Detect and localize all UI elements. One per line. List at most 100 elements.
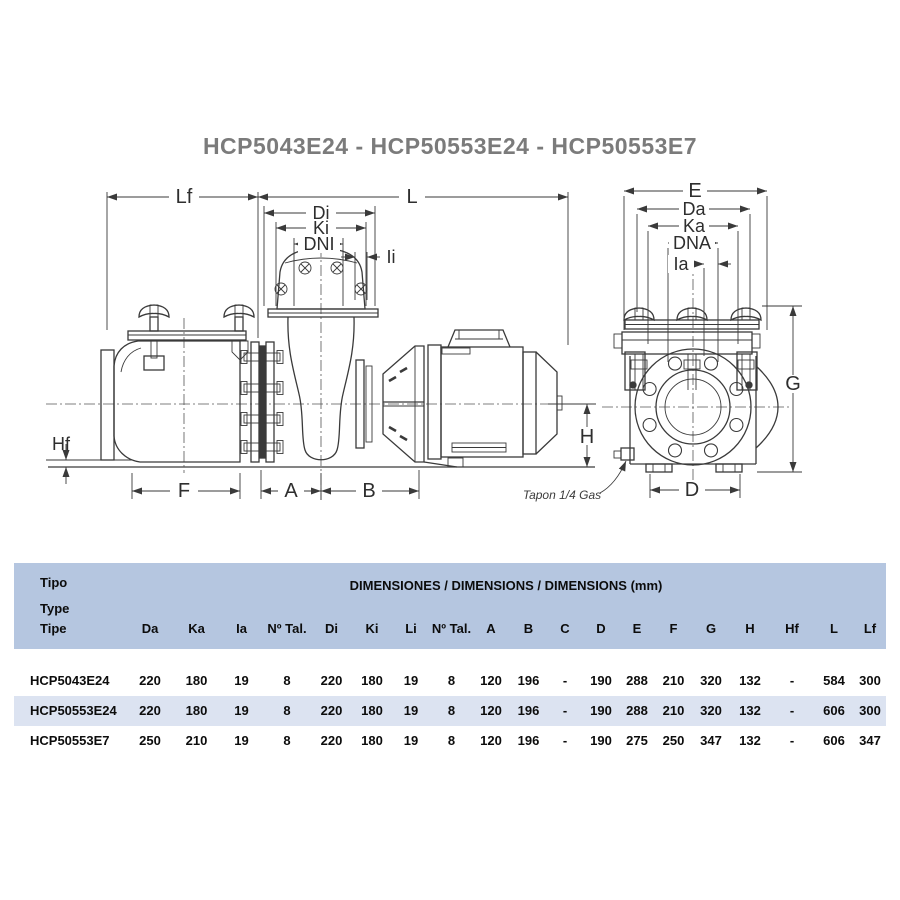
dim-label-dna: DNA bbox=[673, 233, 711, 253]
dimension-value: 210 bbox=[662, 703, 685, 718]
dim-label-lf: Lf bbox=[176, 186, 193, 208]
table-header: Tipo Type DIMENSIONES / DIMENSIONS / DIM… bbox=[14, 563, 886, 649]
column-header: Ka bbox=[188, 621, 205, 636]
dimension-value: 584 bbox=[823, 673, 845, 688]
left-side-view bbox=[46, 246, 596, 500]
dim-label-da: Da bbox=[682, 199, 706, 219]
column-header: Lf bbox=[863, 621, 877, 636]
dimension-value: 347 bbox=[700, 733, 722, 748]
column-header-row: Tipe Da Ka Ia Nº Tal. Di Ki Li Nº Tal. A B C D E F G H H… bbox=[14, 621, 886, 636]
dim-label-dni: DNI bbox=[304, 234, 335, 254]
dimension-value: 180 bbox=[361, 673, 383, 688]
dimension-value: 120 bbox=[480, 673, 502, 688]
column-header: H bbox=[745, 621, 755, 636]
dim-label-e: E bbox=[688, 180, 701, 202]
dimension-value: 180 bbox=[185, 703, 208, 718]
column-header: D bbox=[596, 621, 606, 636]
model-name: HCP50553E24 bbox=[30, 703, 117, 718]
column-header: Hf bbox=[785, 621, 799, 636]
dimension-value: 8 bbox=[447, 673, 456, 688]
dimension-value: 8 bbox=[283, 673, 291, 688]
model-name: HCP50553E7 bbox=[30, 733, 110, 748]
dimension-value: 196 bbox=[517, 673, 540, 688]
column-header-tipe: Tipe bbox=[40, 621, 67, 636]
dimension-value: - bbox=[789, 673, 795, 688]
dimension-value: - bbox=[562, 673, 568, 688]
dimension-value: 210 bbox=[185, 733, 208, 748]
dimension-value: 190 bbox=[590, 703, 612, 718]
dimension-value: 220 bbox=[320, 703, 343, 718]
type-label-line: Type bbox=[40, 601, 70, 616]
dimension-value: 300 bbox=[859, 673, 881, 688]
dimension-value: 250 bbox=[139, 733, 161, 748]
column-header: Ia bbox=[236, 621, 247, 636]
dimensions-title: DIMENSIONES / DIMENSIONS / DIMENSIONS (m… bbox=[349, 578, 663, 593]
dimension-value: 288 bbox=[626, 673, 648, 688]
model-name: HCP5043E24 bbox=[30, 673, 110, 688]
dimension-value: 132 bbox=[739, 733, 761, 748]
pump-technical-drawing: Lf L Di Ki DNI Ii Hf F A B H E Da Ka DNA… bbox=[46, 180, 805, 502]
right-end-view bbox=[602, 260, 790, 486]
dimension-value: 275 bbox=[626, 733, 648, 748]
dim-labels: Lf L Di Ki DNI Ii Hf F A B H E Da Ka DNA… bbox=[52, 180, 801, 502]
table-row: HCP50553E7 250 210 19 8 220 180 19 8 120 196 - 190 27… bbox=[14, 726, 886, 756]
dimension-value: - bbox=[562, 733, 568, 748]
dimension-value: 196 bbox=[517, 733, 540, 748]
plug-note: Tapon 1/4 Gas bbox=[523, 488, 601, 502]
dim-label-l: L bbox=[406, 186, 417, 208]
dimension-value: 606 bbox=[823, 703, 845, 718]
dimension-value: 196 bbox=[517, 703, 540, 718]
column-header: L bbox=[830, 621, 838, 636]
dimension-value: 132 bbox=[739, 673, 761, 688]
dimension-value: 220 bbox=[320, 673, 343, 688]
dim-label-ii: Ii bbox=[387, 247, 396, 267]
dim-label-h: H bbox=[580, 426, 594, 448]
dim-label-g: G bbox=[785, 373, 801, 395]
dimension-value: - bbox=[789, 733, 795, 748]
table-rows: HCP5043E24 220 180 19 8 220 180 19 8 120 196 - 190 28… bbox=[14, 666, 886, 756]
dimension-value: 8 bbox=[283, 733, 291, 748]
dimension-value: 19 bbox=[403, 673, 419, 688]
dim-label-backgrounds bbox=[169, 182, 805, 500]
dimensions-table: Tipo Type DIMENSIONES / DIMENSIONS / DIM… bbox=[14, 563, 886, 756]
dim-label-ki: Ki bbox=[313, 218, 329, 238]
column-header: B bbox=[523, 621, 534, 636]
dimension-value: 120 bbox=[480, 703, 502, 718]
dimension-value: 19 bbox=[403, 703, 419, 718]
dimension-value: 190 bbox=[590, 733, 612, 748]
dimension-value: 19 bbox=[234, 733, 249, 748]
dimension-value: 606 bbox=[823, 733, 845, 748]
table-row: HCP5043E24 220 180 19 8 220 180 19 8 120 196 - 190 28… bbox=[14, 666, 886, 696]
dim-label-d: D bbox=[685, 479, 699, 501]
dimension-value: 19 bbox=[234, 703, 249, 718]
dimension-value: 19 bbox=[234, 673, 249, 688]
column-header: Da bbox=[141, 621, 159, 636]
dimension-value: 180 bbox=[185, 673, 208, 688]
table-row: HCP50553E24 220 180 19 8 220 180 19 8 120 196 - 190 2… bbox=[14, 696, 886, 726]
column-header: Nº Tal. bbox=[267, 621, 307, 636]
column-header: Ki bbox=[365, 621, 379, 636]
type-label-line: Tipo bbox=[40, 575, 68, 590]
dim-label-ka: Ka bbox=[683, 216, 706, 236]
type-column-label: Tipo Type bbox=[14, 570, 126, 622]
dimension-value: 8 bbox=[447, 733, 456, 748]
dim-label-hf: Hf bbox=[52, 434, 71, 454]
dim-label-b: B bbox=[362, 480, 375, 502]
dimension-value: 210 bbox=[662, 673, 685, 688]
dim-label-a: A bbox=[284, 480, 298, 502]
dimension-value: 320 bbox=[700, 703, 722, 718]
dim-label-f: F bbox=[178, 480, 190, 502]
dimension-value: - bbox=[789, 703, 795, 718]
dimension-value: 8 bbox=[283, 703, 291, 718]
dimension-value: 180 bbox=[361, 703, 383, 718]
dim-label-di: Di bbox=[313, 203, 330, 223]
dimension-value: 190 bbox=[590, 673, 612, 688]
column-header: E bbox=[632, 621, 642, 636]
dimension-value: 120 bbox=[480, 733, 502, 748]
column-header: G bbox=[705, 621, 717, 636]
dimension-value: 19 bbox=[403, 733, 419, 748]
dimension-value: 8 bbox=[447, 703, 456, 718]
dimension-value: 300 bbox=[859, 703, 881, 718]
column-header: Di bbox=[325, 621, 338, 636]
